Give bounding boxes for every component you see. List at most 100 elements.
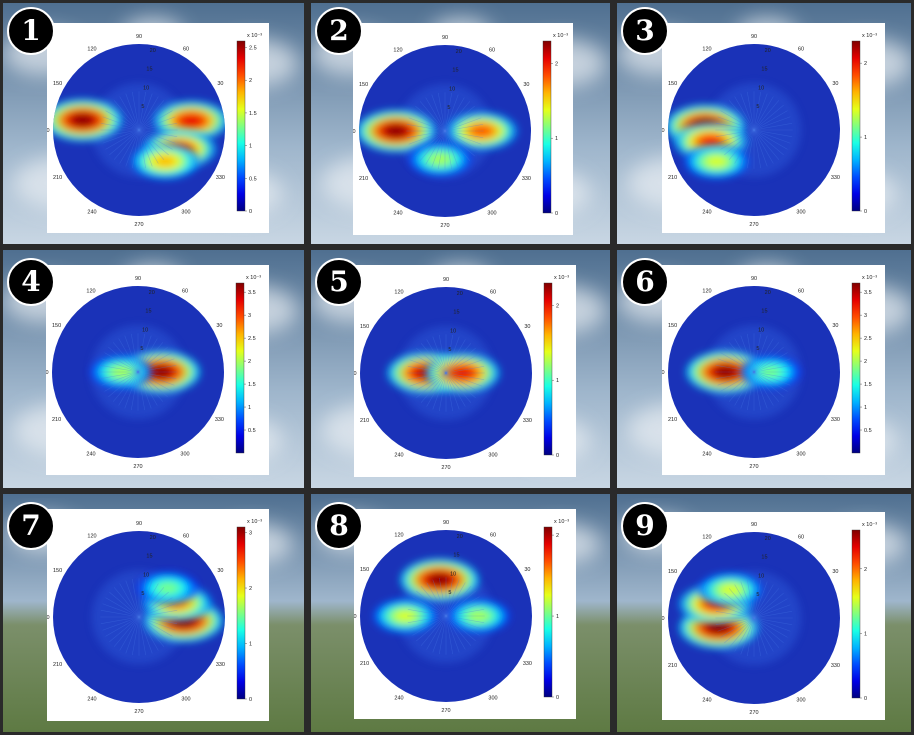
angle-tick-label: 90 xyxy=(135,276,141,282)
angle-tick-label: 210 xyxy=(360,661,369,667)
heat-hotspot xyxy=(684,144,749,179)
colorbar-tick-label: 1.5 xyxy=(249,111,257,117)
angle-tick-label: 270 xyxy=(440,223,449,229)
polar-heatmap-figure: 9012060150301802103302403002702015105x 1… xyxy=(354,265,576,477)
colorbar-tick-label: 1 xyxy=(556,378,559,384)
colorbar-tick-label: 0.5 xyxy=(248,428,256,434)
angle-tick-label: 90 xyxy=(751,522,757,528)
colorbar-tick-label: 1 xyxy=(556,614,559,620)
heat-hotspot xyxy=(90,355,153,389)
angle-tick-label: 330 xyxy=(216,175,225,181)
radial-tick-label: 10 xyxy=(450,328,456,334)
radial-tick-label: 20 xyxy=(150,48,156,54)
angle-tick-label: 300 xyxy=(181,696,190,702)
angle-tick-label: 300 xyxy=(181,209,190,215)
angle-tick-label: 30 xyxy=(832,81,838,87)
angle-tick-label: 300 xyxy=(796,697,805,703)
angle-tick-label: 120 xyxy=(393,48,402,54)
angle-tick-label: 210 xyxy=(359,176,368,182)
heat-hotspot xyxy=(409,142,472,176)
colorbar-tick-label: 3.5 xyxy=(248,290,256,296)
angle-tick-label: 300 xyxy=(180,451,189,457)
panel-number-badge: 3 xyxy=(621,7,669,55)
angle-tick-label: 60 xyxy=(798,47,804,53)
colorbar-tick-label: 3 xyxy=(249,531,252,537)
radial-tick-label: 10 xyxy=(450,571,456,577)
colorbar-tick-label: 2 xyxy=(555,61,558,67)
colorbar-tick-label: 1 xyxy=(248,405,251,411)
colorbar-tick-label: 2.5 xyxy=(248,336,256,342)
angle-tick-label: 180 xyxy=(47,615,50,621)
angle-tick-label: 180 xyxy=(46,370,49,376)
angle-tick-label: 240 xyxy=(702,209,711,215)
polar-heatmap-figure: 9012060150301802103302403002702015105x 1… xyxy=(662,265,885,475)
angle-tick-label: 30 xyxy=(832,569,838,575)
angle-tick-label: 150 xyxy=(360,567,369,573)
colorbar-tick-label: 2.5 xyxy=(249,46,257,52)
angle-tick-label: 210 xyxy=(52,417,61,423)
radial-tick-label: 15 xyxy=(761,309,767,315)
polar-heatmap-figure: 9012060150301802103302403002702015105x 1… xyxy=(47,509,269,721)
angle-tick-label: 240 xyxy=(87,209,96,215)
colorbar-exponent-label: x 10⁻³ xyxy=(862,522,877,528)
heat-hotspot xyxy=(137,571,198,605)
radial-tick-label: 5 xyxy=(448,347,451,353)
angle-tick-label: 240 xyxy=(394,452,403,458)
angle-tick-label: 60 xyxy=(490,290,496,296)
panel-2: 9012060150301802103302403002702015105x 1… xyxy=(311,3,610,244)
panel-1: 9012060150301802103302403002702015105x 1… xyxy=(3,3,304,244)
angle-tick-label: 330 xyxy=(831,175,840,181)
colorbar-tick-label: 0 xyxy=(556,695,559,701)
angle-tick-label: 150 xyxy=(53,81,62,87)
heat-hotspot xyxy=(740,355,801,389)
angle-tick-label: 150 xyxy=(360,324,369,330)
radial-tick-label: 5 xyxy=(141,104,144,110)
colorbar-tick-label: 0 xyxy=(864,209,867,215)
colorbar-tick-label: 0 xyxy=(249,209,252,215)
panel-number-badge: 7 xyxy=(7,502,55,550)
panel-3: 9012060150301802103302403002702015105x 1… xyxy=(617,3,911,244)
colorbar-tick-label: 0.5 xyxy=(249,176,257,182)
angle-tick-label: 300 xyxy=(796,451,805,457)
panel-number-badge: 5 xyxy=(315,258,363,306)
colorbar-tick-label: 0 xyxy=(249,697,252,703)
colorbar-tick-label: 2 xyxy=(249,78,252,84)
angle-tick-label: 180 xyxy=(353,129,356,135)
polar-plot-svg: 9012060150301802103302403002702015105x 1… xyxy=(47,519,262,715)
polar-plot-svg: 9012060150301802103302403002702015105x 1… xyxy=(354,275,569,471)
angle-tick-label: 120 xyxy=(394,533,403,539)
colorbar-tick-label: 3 xyxy=(864,313,867,319)
colorbar-tick-label: 1.5 xyxy=(248,382,256,388)
heat-hotspot xyxy=(446,112,518,150)
colorbar xyxy=(236,526,246,700)
angle-tick-label: 180 xyxy=(354,614,357,620)
panel-6: 90 120 60 150 30 180 210 330 240 300 270 20 15 10 5 x 1… xyxy=(617,250,911,488)
colorbar-tick-label: 2 xyxy=(864,567,867,573)
colorbar-tick-label: 1 xyxy=(864,631,867,637)
colorbar xyxy=(851,40,861,212)
angle-tick-label: 180 xyxy=(354,371,357,377)
polar-plot-svg: 9012060150301802103302403002702015105x 1… xyxy=(47,33,262,228)
polar-heatmap-figure: 9012060150301802103302403002702015105x 1… xyxy=(662,512,885,720)
angle-tick-label: 90 xyxy=(751,34,757,40)
angle-tick-label: 120 xyxy=(702,535,711,541)
colorbar-tick-label: 2 xyxy=(556,303,559,309)
heat-hotspot xyxy=(373,598,438,634)
panel-7: 9012060150301802103302403002702015105x 1… xyxy=(3,494,304,732)
radial-tick-label: 15 xyxy=(146,554,152,560)
angle-tick-label: 330 xyxy=(523,418,532,424)
angle-tick-label: 90 xyxy=(751,276,757,282)
colorbar-tick-label: 1 xyxy=(864,135,867,141)
colorbar xyxy=(851,282,861,454)
angle-tick-label: 150 xyxy=(668,323,677,329)
colorbar-tick-label: 3.5 xyxy=(864,290,872,296)
radial-tick-label: 5 xyxy=(756,346,759,352)
colorbar-exponent-label: x 10⁻³ xyxy=(862,275,877,281)
radial-tick-label: 5 xyxy=(756,592,759,598)
heat-hotspot xyxy=(447,599,510,633)
colorbar-tick-label: 1 xyxy=(249,144,252,150)
angle-tick-label: 330 xyxy=(831,417,840,423)
angle-tick-label: 210 xyxy=(668,663,677,669)
radial-tick-label: 15 xyxy=(146,67,152,73)
angle-tick-label: 60 xyxy=(798,289,804,295)
